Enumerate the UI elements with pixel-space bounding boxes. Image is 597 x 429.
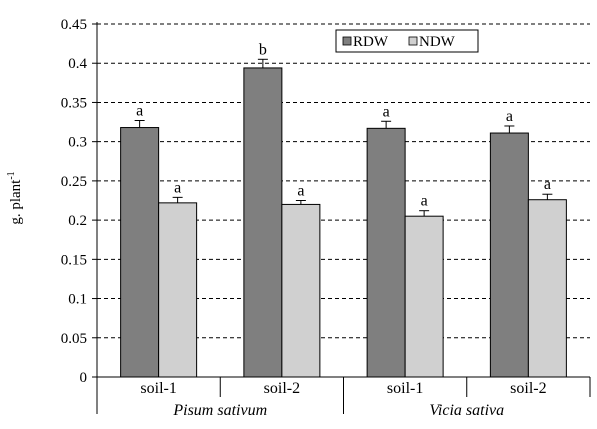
significance-letter: a	[544, 176, 551, 193]
y-tick-label: 0.05	[61, 331, 87, 347]
x-category-label: soil-2	[264, 380, 300, 397]
error-bars	[134, 58, 553, 217]
y-tick-label: 0	[80, 370, 88, 386]
bar-ndw	[158, 202, 198, 378]
y-axis-label: g. plant-1	[6, 171, 24, 224]
axes	[92, 22, 591, 414]
x-category-label: soil-1	[387, 380, 423, 397]
x-category-labels: soil-1 soil-2 soil-1 soil-2	[140, 380, 546, 397]
bars	[120, 67, 567, 378]
bar-ndw	[281, 203, 321, 378]
y-tick-label: 0.15	[61, 252, 87, 268]
legend-label-rdw: RDW	[353, 34, 389, 50]
y-tick-label: 0.35	[61, 95, 87, 111]
bar-rdw	[120, 127, 160, 378]
x-category-label: soil-2	[510, 380, 546, 397]
group-labels: Pisum sativum Vicia sativa	[172, 402, 504, 419]
legend-label-ndw: NDW	[419, 34, 456, 50]
y-tick-label: 0.3	[68, 135, 87, 151]
significance-letter: a	[383, 103, 390, 120]
significance-letter: a	[506, 108, 513, 125]
legend-swatch-ndw	[408, 36, 418, 46]
y-tick-labels: 0 0.05 0.1 0.15 0.2 0.25 0.3 0.35 0.4 0.45	[61, 17, 88, 386]
significance-letter: b	[259, 41, 267, 58]
bar-rdw	[489, 132, 529, 378]
y-tick-label: 0.4	[68, 56, 87, 72]
x-category-label: soil-1	[140, 380, 176, 397]
legend-swatch-rdw	[342, 36, 352, 46]
legend-box	[335, 29, 479, 53]
y-axis-label-text: g. plant	[8, 179, 24, 225]
y-tick-label: 0.1	[68, 292, 87, 308]
bar-rdw	[366, 127, 406, 378]
significance-letter: a	[297, 183, 304, 200]
y-tick-label: 0.2	[68, 213, 87, 229]
significance-letter: a	[174, 179, 181, 196]
legend: RDW NDW	[335, 29, 479, 53]
y-tick-label: 0.25	[61, 174, 87, 190]
bar-ndw	[404, 215, 444, 378]
y-axis-label-superscript: -1	[6, 171, 17, 179]
bar-rdw	[243, 67, 283, 378]
group-label: Pisum sativum	[172, 402, 267, 419]
gridlines	[97, 23, 590, 339]
y-tick-label: 0.45	[61, 17, 87, 33]
significance-letters: a b a a a a a a	[136, 41, 551, 209]
significance-letter: a	[421, 193, 428, 210]
significance-letter: a	[136, 102, 143, 119]
group-label: Vicia sativa	[429, 402, 504, 419]
bar-ndw	[527, 199, 567, 378]
